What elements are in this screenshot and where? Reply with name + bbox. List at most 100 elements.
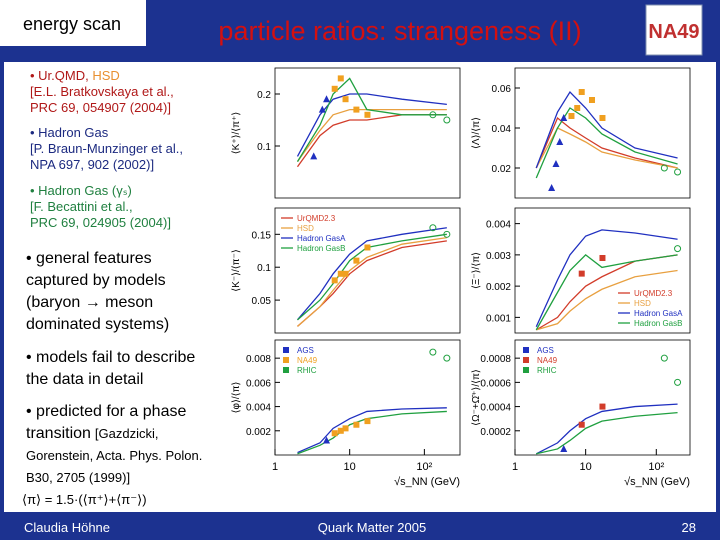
y-tick-label: 0.05 [252,296,272,307]
citation: NPA 697, 902 (2002)] [30,157,154,172]
model-curve [535,90,678,169]
model-curve [296,227,447,321]
citation: PRC 69, 024905 (2004)] [30,215,171,230]
citation: [Gazdzicki, [95,426,159,441]
plot-frame [274,339,461,456]
citation: [P. Braun-Munzinger et al., [30,141,183,156]
legend-label: AGS [297,346,314,355]
data-point [429,111,437,119]
legend-key [523,367,529,373]
x-tick-label: 10² [416,461,432,473]
model-curve [535,229,678,328]
data-point [443,116,451,124]
data-point [342,425,349,432]
model: • Ur.QMD, [30,68,92,83]
model-curve [535,403,678,455]
x-tick-label: 10² [648,461,664,473]
data-point [599,115,606,121]
y-axis-label: ⟨Ω⁻+Ω̄⁺⟩/⟨π⟩ [471,369,482,426]
model-curve [536,411,678,455]
data-point [552,160,560,167]
legend-key [523,347,529,353]
reference-model: • Ur.QMD, HSD [30,68,120,83]
legend-label: UrQMD2.3 [634,289,673,298]
footer-author: Claudia Höhne [24,520,110,535]
point-line: • models fail to describe [26,349,195,366]
data-point [548,184,556,191]
y-tick-label: 0.004 [486,220,511,231]
legend-label: Hadron GasB [297,244,345,253]
data-point [578,270,585,277]
model-curve [297,236,447,327]
y-tick-label: 0.008 [246,354,271,365]
legend-label: Hadron GasB [634,319,682,328]
data-point [353,421,360,428]
y-tick-label: 0.002 [486,282,511,293]
model-curve [297,233,447,321]
model-curve [296,108,447,162]
data-point [318,105,326,113]
data-point [599,403,606,410]
data-point [660,354,668,362]
x-tick-label: 1 [272,461,278,473]
data-point [578,89,585,95]
model-curve [535,116,678,169]
data-point [660,164,668,172]
plot-frame [274,207,461,334]
x-tick-label: 10 [344,461,356,473]
data-point [599,255,606,261]
data-point [331,277,338,284]
x-tick-label: 1 [512,461,518,473]
data-point [364,418,371,425]
plot-frame [514,67,691,199]
x-axis-label: √s_NN (GeV) [624,476,690,488]
data-point [331,85,338,92]
legend-key [523,357,529,363]
y-axis-label: ⟨K⁻⟩/⟨π⁻⟩ [231,249,242,292]
data-point [560,114,568,121]
data-point [310,152,318,160]
legend-label: Hadron GasA [634,309,683,318]
y-tick-label: 0.1 [257,263,271,274]
point-line: captured by models [26,272,166,289]
y-tick-label: 0.02 [492,164,512,175]
data-point [429,348,437,356]
point-line: (baryon → meson [26,294,153,311]
citation: Gorenstein, Acta. Phys. Polon. [26,448,202,463]
point-line: • predicted for a phase [26,403,186,420]
data-point [353,257,360,264]
reference-model: • Hadron Gas (γₛ) [30,183,132,198]
citation: [F. Becattini et al., [30,199,133,214]
legend-label: AGS [537,346,554,355]
title: particle ratios: strangeness (II) [218,16,581,46]
legend-label: RHIC [297,366,317,375]
model-curve [535,254,678,331]
citation: [E.L. Bratkovskaya et al., [30,84,174,99]
tag: energy scan [23,14,121,34]
data-point [337,427,344,434]
model-curve [536,269,678,331]
legend-label: NA49 [297,356,318,365]
point-line: transition [Gazdzicki, [26,425,159,442]
y-axis-label: ⟨Ξ⁻⟩/⟨π⟩ [471,252,482,289]
footer-event: Quark Matter 2005 [318,520,426,535]
data-point [342,96,349,103]
model-curve [297,410,447,455]
legend-label: HSD [634,299,651,308]
point-line: dominated systems) [26,316,169,333]
model-curve [297,407,447,454]
plot-frame [274,67,461,199]
point-line: the data in detail [26,371,143,388]
model-curve [296,93,447,157]
model-extra: HSD [92,68,119,83]
data-point [443,354,451,362]
y-tick-label: 0.06 [492,84,512,95]
y-tick-label: 0.004 [246,403,271,414]
x-tick-label: 10 [580,461,592,473]
data-point [578,421,585,428]
data-point [353,106,360,113]
data-point [323,436,331,444]
logo: NA49 [648,21,699,43]
tag-box [0,0,146,46]
